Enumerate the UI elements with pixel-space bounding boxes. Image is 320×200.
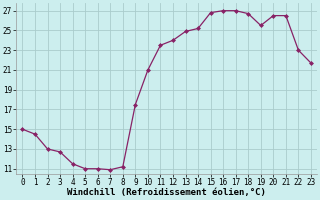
X-axis label: Windchill (Refroidissement éolien,°C): Windchill (Refroidissement éolien,°C) <box>67 188 266 197</box>
